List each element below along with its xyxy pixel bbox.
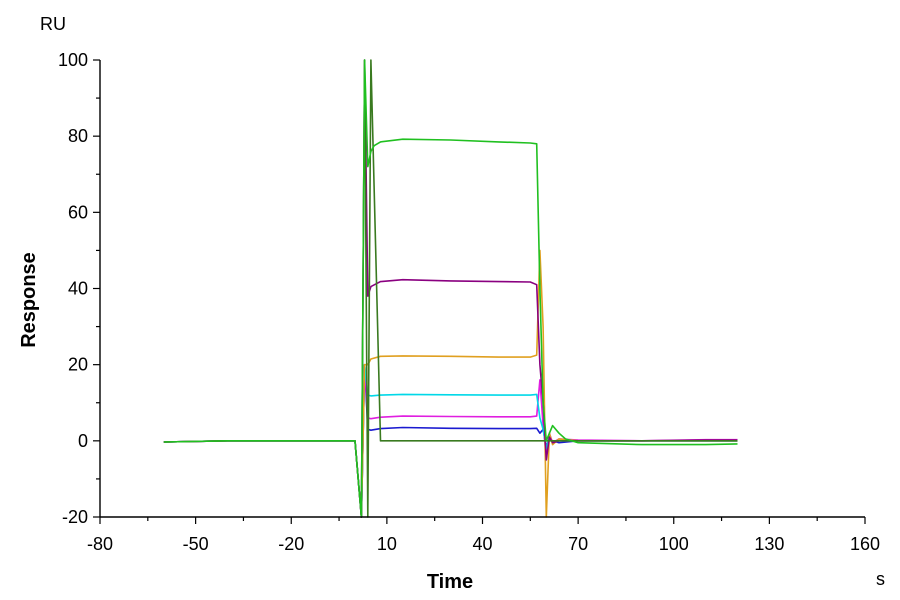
y-ticks-group: -20 0 20 40 60 80 100 bbox=[58, 50, 100, 527]
y-tick-label: 100 bbox=[58, 50, 88, 70]
series-line-5 bbox=[163, 59, 738, 518]
y-axis-title: Response bbox=[18, 252, 40, 348]
x-tick-label: 130 bbox=[754, 534, 784, 554]
series-line-4 bbox=[163, 249, 738, 518]
y-unit-label: RU bbox=[40, 14, 66, 34]
y-tick-label: -20 bbox=[62, 507, 88, 527]
x-tick-label: 70 bbox=[568, 534, 588, 554]
x-tick-label: 100 bbox=[659, 534, 689, 554]
x-tick-label: 40 bbox=[472, 534, 492, 554]
y-tick-label: 60 bbox=[68, 202, 88, 222]
y-tick-label: 20 bbox=[68, 355, 88, 375]
x-tick-label: 10 bbox=[377, 534, 397, 554]
x-tick-label: -50 bbox=[183, 534, 209, 554]
series-line-6 bbox=[163, 59, 738, 518]
series-group bbox=[163, 59, 738, 518]
y-tick-label: 40 bbox=[68, 279, 88, 299]
x-tick-label: 160 bbox=[850, 534, 880, 554]
y-tick-label: 0 bbox=[78, 431, 88, 451]
x-unit-label: s bbox=[876, 569, 885, 589]
series-line-7 bbox=[163, 59, 738, 518]
x-ticks-group: -80 -50 -20 10 40 70 100 130 160 bbox=[87, 517, 880, 554]
y-tick-label: 80 bbox=[68, 126, 88, 146]
x-tick-label: -80 bbox=[87, 534, 113, 554]
x-tick-label: -20 bbox=[278, 534, 304, 554]
x-axis-title: Time bbox=[427, 571, 473, 593]
